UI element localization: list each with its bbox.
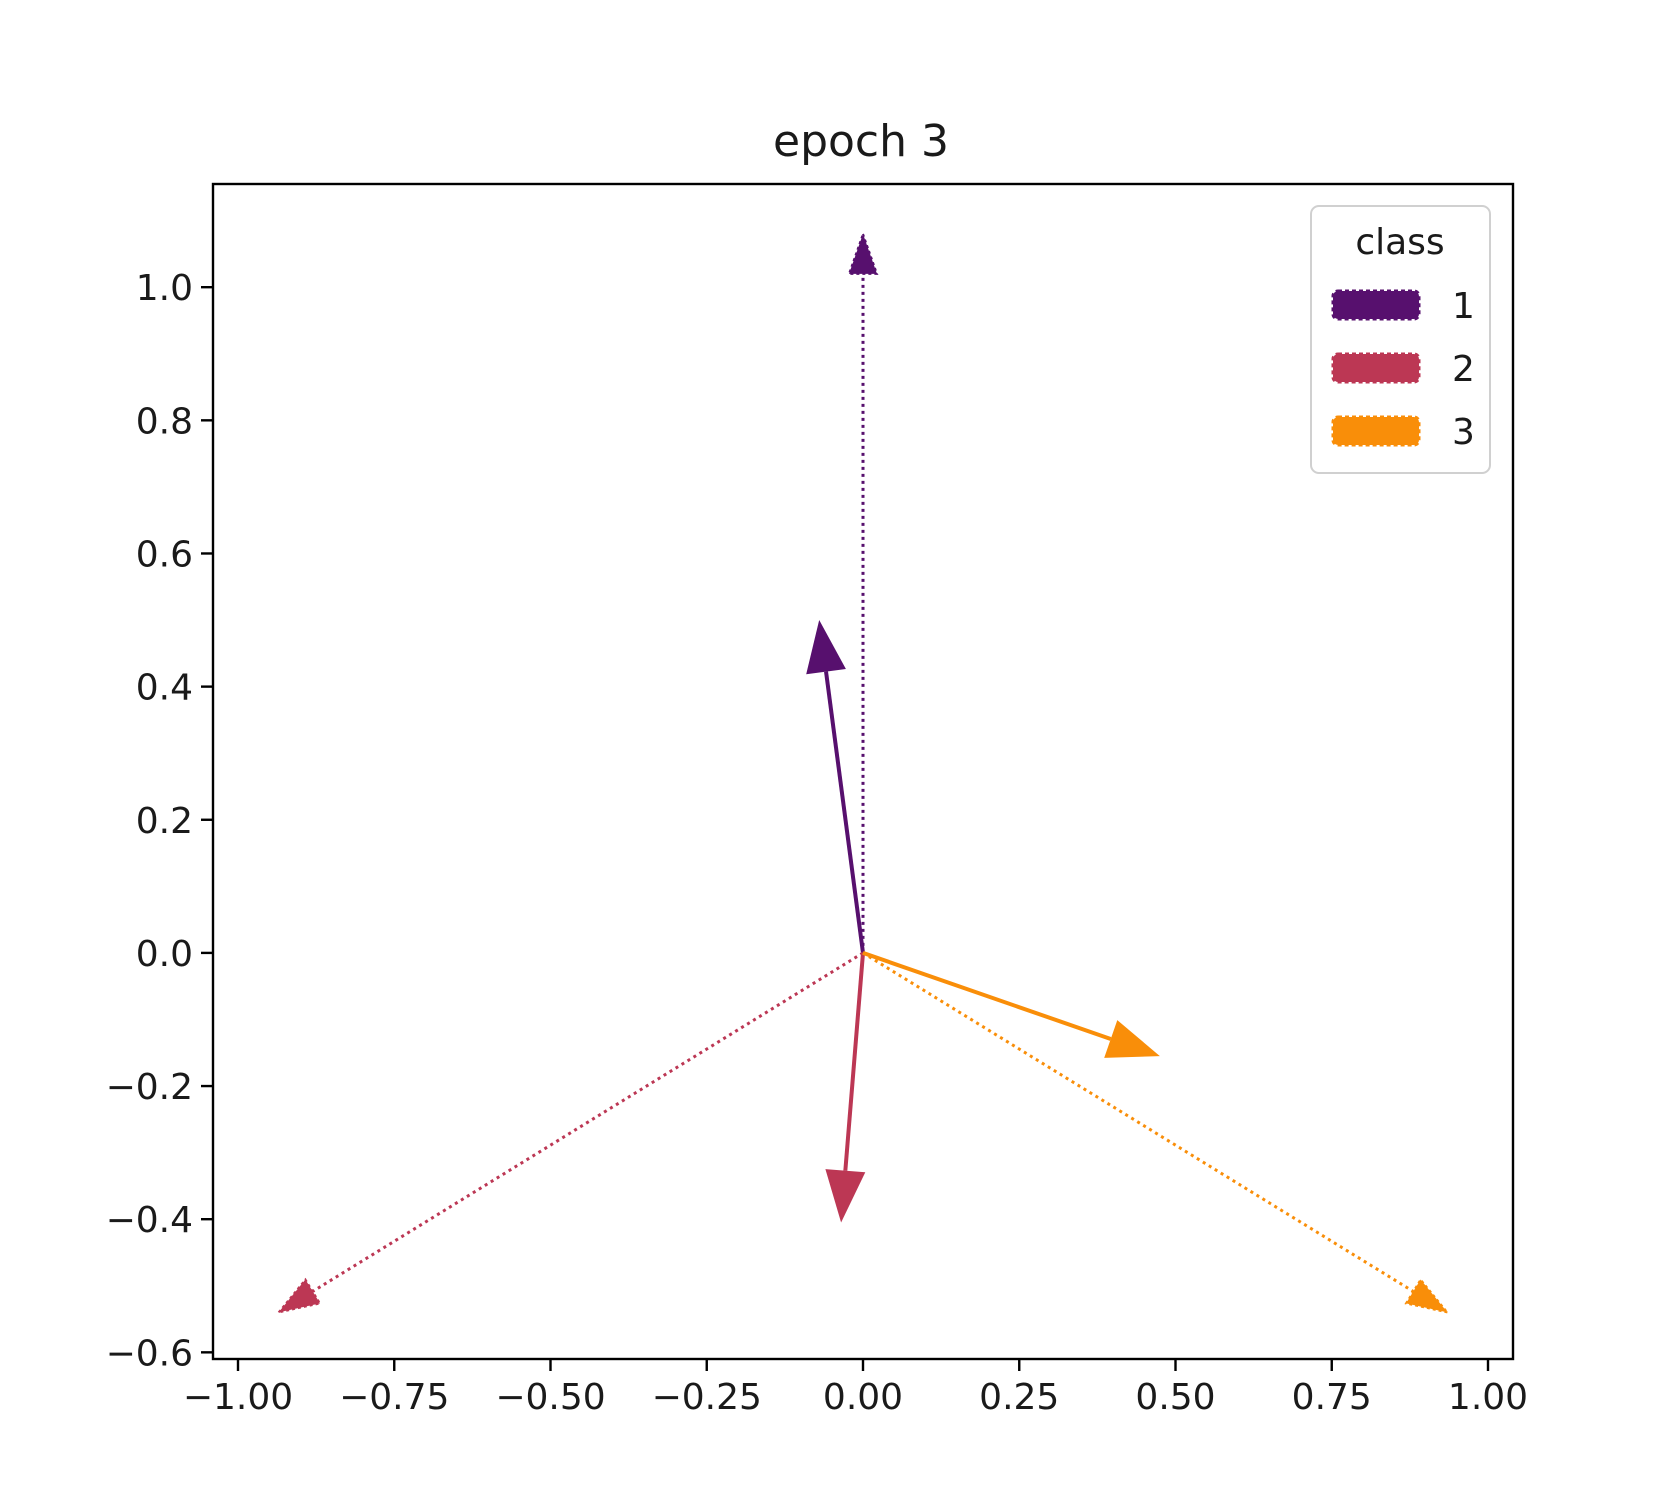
legend: class 1 2 3 bbox=[1310, 205, 1491, 474]
plot-frame bbox=[211, 182, 1515, 1361]
x-tick-label: −0.50 bbox=[495, 1377, 605, 1418]
vector-arrow-class-1-solid bbox=[806, 620, 865, 954]
x-tick-label: −0.75 bbox=[339, 1377, 449, 1418]
chart-title: epoch 3 bbox=[773, 116, 949, 167]
vector-arrow-class-1-dotted bbox=[847, 230, 879, 953]
y-tick-label: 0.2 bbox=[136, 801, 193, 842]
vector-arrows bbox=[276, 230, 1450, 1314]
arrow-shaft bbox=[843, 952, 865, 1171]
legend-entries: 1 2 3 bbox=[1331, 286, 1475, 453]
legend-entry-3: 3 bbox=[1331, 412, 1475, 453]
legend-entry-1: 1 bbox=[1331, 286, 1475, 327]
x-tick-label: 0.75 bbox=[1292, 1377, 1372, 1418]
y-tick-label: 0.4 bbox=[136, 668, 193, 709]
x-tick-label: −1.00 bbox=[183, 1377, 293, 1418]
vector-arrow-class-3-solid bbox=[862, 951, 1160, 1058]
legend-swatch bbox=[1331, 415, 1421, 447]
x-tick-label: 1.00 bbox=[1448, 1377, 1528, 1418]
arrow-head bbox=[1104, 1020, 1160, 1058]
y-tick-label: −0.6 bbox=[106, 1333, 193, 1374]
legend-label: 2 bbox=[1452, 349, 1475, 390]
x-tick-label: −0.25 bbox=[652, 1377, 762, 1418]
legend-swatch bbox=[1331, 352, 1421, 384]
y-tick-label: 0.6 bbox=[136, 534, 193, 575]
arrow-head bbox=[806, 620, 846, 675]
arrow-shaft bbox=[824, 671, 865, 954]
legend-label: 3 bbox=[1452, 412, 1475, 453]
legend-swatch bbox=[1331, 289, 1421, 321]
vector-arrow-class-2-dotted bbox=[276, 951, 864, 1314]
legend-entry-2: 2 bbox=[1331, 349, 1475, 390]
arrow-shaft bbox=[862, 951, 1112, 1041]
x-tick-label: 0.25 bbox=[979, 1377, 1059, 1418]
vector-arrow-class-2-solid bbox=[825, 952, 866, 1223]
vector-arrow-class-3-dotted bbox=[862, 951, 1450, 1314]
legend-box bbox=[1310, 205, 1491, 474]
y-tick-label: −0.4 bbox=[106, 1200, 193, 1241]
y-tick-label: −0.2 bbox=[106, 1067, 193, 1108]
x-tick-label: 0.50 bbox=[1135, 1377, 1215, 1418]
axis-ticks: −1.00 −0.75 −0.50 −0.25 0.00 0.25 0.50 0.75 1.00… bbox=[106, 268, 1529, 1418]
arrow-head bbox=[847, 230, 879, 275]
arrow-shaft bbox=[311, 951, 864, 1293]
y-tick-label: 0.0 bbox=[136, 934, 193, 975]
arrow-head bbox=[1404, 1277, 1450, 1314]
arrow-head bbox=[276, 1277, 322, 1314]
legend-label: 1 bbox=[1452, 286, 1475, 327]
y-tick-label: 0.8 bbox=[136, 401, 193, 442]
y-tick-label: 1.0 bbox=[136, 268, 193, 309]
arrow-shaft bbox=[862, 951, 1415, 1293]
arrow-head bbox=[825, 1169, 866, 1223]
legend-title: class bbox=[1355, 222, 1444, 263]
x-tick-label: 0.00 bbox=[823, 1377, 903, 1418]
